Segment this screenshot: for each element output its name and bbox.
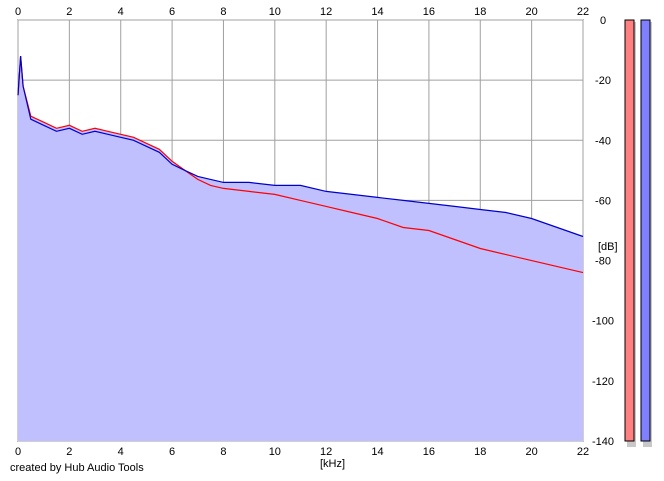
x-tick-label-bottom: 14 — [371, 446, 383, 458]
x-tick-label-bottom: 20 — [526, 446, 538, 458]
credit-text: created by Hub Audio Tools — [10, 462, 144, 474]
level-meters — [624, 19, 652, 447]
x-tick-label-top: 14 — [371, 6, 383, 18]
spectrum-series-layer — [17, 56, 584, 274]
x-tick-label-top: 4 — [118, 6, 124, 18]
x-tick-label-top: 20 — [526, 6, 538, 18]
x-tick-label-top: 2 — [66, 6, 72, 18]
x-tick-label-top: 12 — [320, 6, 332, 18]
y-axis-ticks: 0 -20 -40 -60 -80 -100 -120 -140 — [592, 15, 614, 448]
y-axis-label: [dB] — [598, 241, 618, 253]
level-meter-right — [640, 19, 651, 442]
x-tick-label-top: 10 — [269, 6, 281, 18]
y-tick-label: -120 — [592, 376, 614, 388]
x-tick-label-bottom: 0 — [15, 446, 21, 458]
x-tick-label-bottom: 8 — [220, 446, 226, 458]
y-tick-label: -20 — [595, 75, 611, 87]
x-tick-label-top: 0 — [15, 6, 21, 18]
x-tick-label-bottom: 6 — [169, 446, 175, 458]
series-line-red — [17, 56, 584, 274]
x-tick-label-top: 8 — [220, 6, 226, 18]
x-tick-label-bottom: 4 — [118, 446, 124, 458]
y-tick-label: -40 — [595, 135, 611, 147]
x-tick-label-top: 22 — [577, 6, 589, 18]
x-tick-label-bottom: 10 — [269, 446, 281, 458]
y-tick-label: -100 — [592, 316, 614, 328]
x-tick-label-bottom: 16 — [423, 446, 435, 458]
series-line-blue — [17, 56, 584, 238]
y-tick-label: -140 — [592, 436, 614, 448]
x-tick-label-top: 16 — [423, 6, 435, 18]
y-tick-label: -80 — [595, 256, 611, 268]
x-tick-label-bottom: 12 — [320, 446, 332, 458]
x-tick-label-top: 6 — [169, 6, 175, 18]
x-tick-label-bottom: 18 — [474, 446, 486, 458]
x-tick-label-top: 18 — [474, 6, 486, 18]
y-tick-label: 0 — [600, 15, 606, 27]
x-tick-label-bottom: 22 — [577, 446, 589, 458]
y-tick-label: -60 — [595, 195, 611, 207]
level-meter-left — [624, 19, 635, 442]
x-tick-label-bottom: 2 — [66, 446, 72, 458]
x-axis-label: [kHz] — [320, 458, 345, 470]
